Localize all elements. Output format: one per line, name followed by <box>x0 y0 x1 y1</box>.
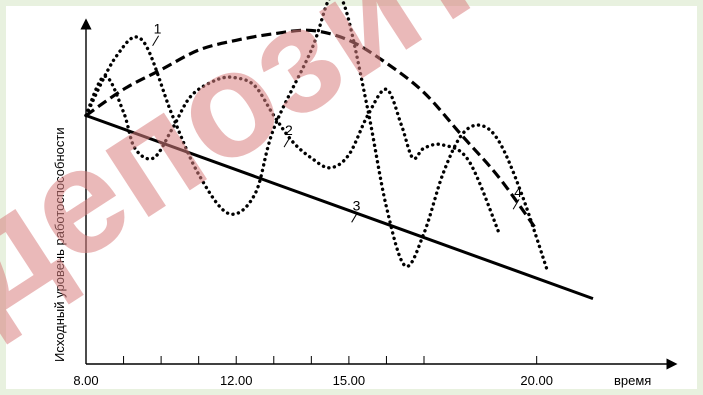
x-tick-label-0: 8.00 <box>73 373 98 388</box>
x-axis-label: время <box>614 373 651 388</box>
x-tick-label-3: 20.00 <box>520 373 553 388</box>
y-axis-label: Исходный уровень работоспособности <box>52 127 67 362</box>
curve-1 <box>85 28 538 231</box>
curve-leader-3 <box>351 212 359 223</box>
curve-label-4: 4 <box>514 184 522 200</box>
curve-label-1: 1 <box>154 21 162 37</box>
figure-frame <box>6 6 697 389</box>
curve-leader-1 <box>152 35 160 46</box>
x-tick-label-2: 15.00 <box>333 373 366 388</box>
curve-label-2: 2 <box>285 122 293 138</box>
curve-3 <box>85 114 594 301</box>
curve-labels: 1 2 3 4 <box>152 21 522 223</box>
curve-label-3: 3 <box>353 197 361 213</box>
curve-2 <box>84 74 501 235</box>
curves <box>84 0 594 301</box>
curve-4 <box>84 0 550 275</box>
curve-leader-2 <box>283 136 291 148</box>
curve-leader-4 <box>512 198 520 210</box>
x-tick-label-1: 12.00 <box>220 373 253 388</box>
x-ticks: 8.00 12.00 15.00 20.00 <box>73 356 553 388</box>
